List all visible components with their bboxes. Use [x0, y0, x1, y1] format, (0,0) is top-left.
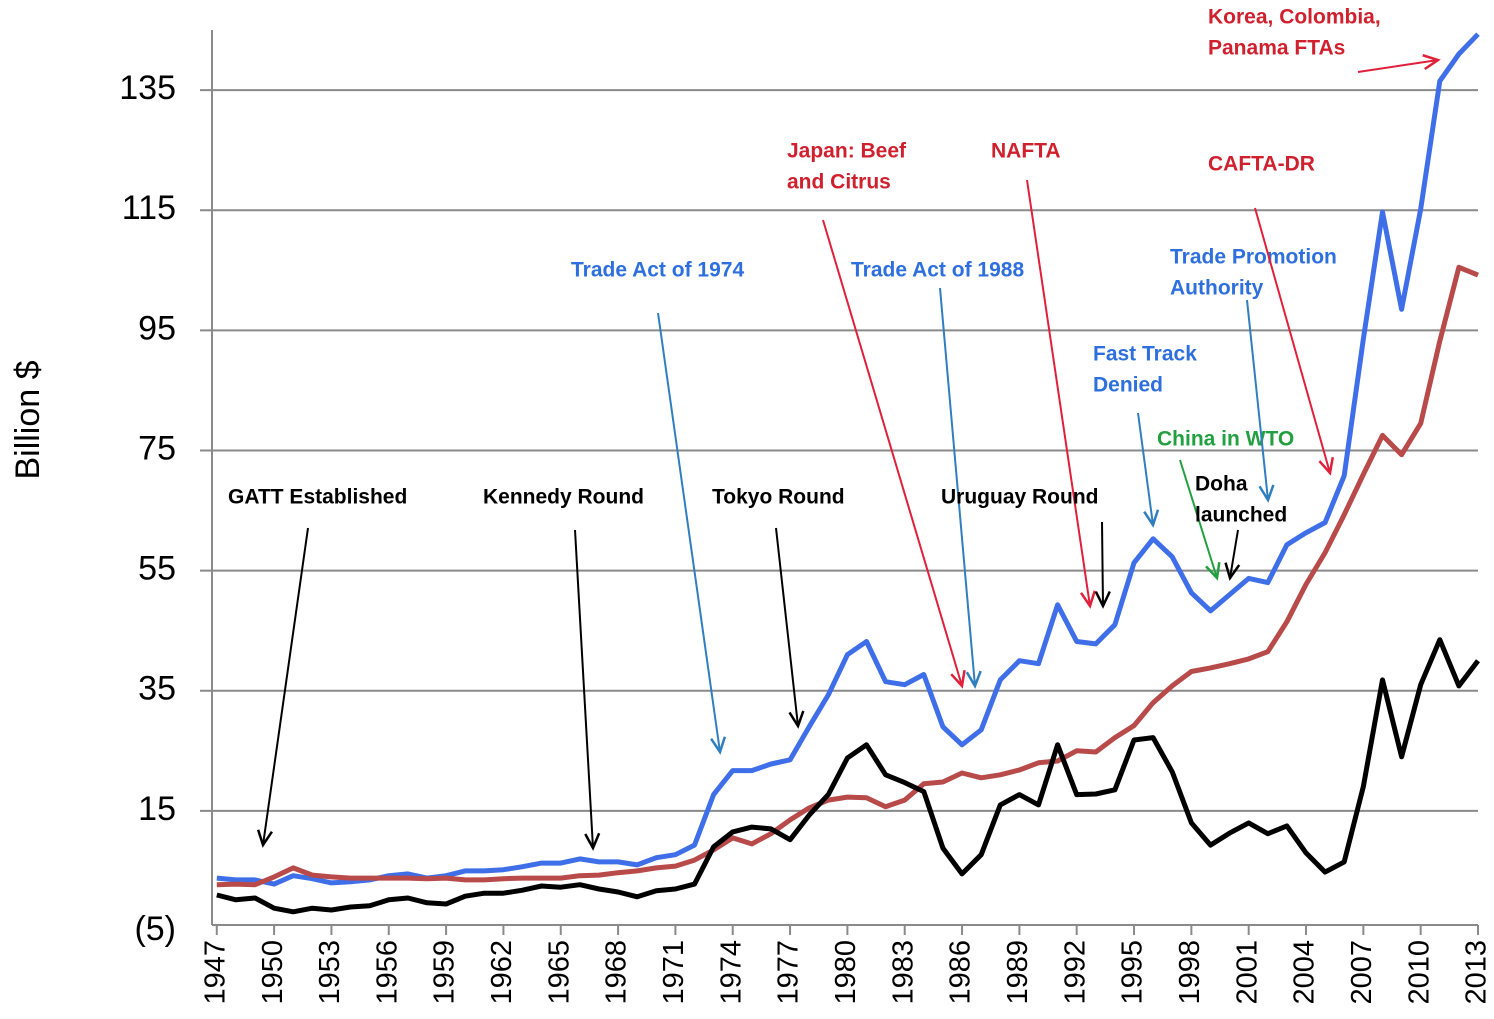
y-tick-label: (5)	[134, 910, 176, 948]
annotation-arrow	[775, 527, 799, 727]
annotation-text: Fast Track	[1093, 343, 1197, 366]
annotation-text: NAFTA	[991, 140, 1061, 163]
x-tick-label: 1980	[830, 940, 862, 1005]
annotation-text: Authority	[1170, 277, 1264, 300]
annotation-text: Kennedy Round	[483, 486, 644, 509]
y-tick-label: 15	[138, 790, 176, 828]
x-tick-label: 1971	[658, 940, 690, 1005]
arrow-head	[1205, 561, 1221, 581]
y-tick-label: 95	[138, 309, 176, 347]
y-axis-label: Billion $	[9, 360, 47, 479]
arrow-head	[1422, 54, 1441, 71]
x-tick-label: 1995	[1117, 940, 1149, 1005]
y-tick-label: 55	[138, 550, 176, 588]
x-tick-label: 2001	[1231, 940, 1263, 1005]
arrow-head	[1079, 590, 1096, 609]
x-tick-label: 1953	[314, 940, 346, 1005]
arrow-head	[1258, 484, 1275, 503]
annotation-text: Trade Act of 1988	[851, 259, 1024, 282]
annotation-arrow	[262, 527, 309, 846]
y-tick-label: 75	[138, 429, 176, 467]
annotation-text: China in WTO	[1157, 428, 1294, 451]
annotation-arrow	[1026, 179, 1091, 607]
y-tick-label: 35	[138, 670, 176, 708]
arrow-head	[1224, 562, 1241, 581]
arrow-head	[950, 670, 966, 689]
arrow-head	[965, 670, 982, 689]
arrow-head	[584, 832, 601, 851]
x-tick-label: 1977	[773, 940, 805, 1005]
x-tick-label: 2007	[1346, 940, 1378, 1005]
x-tick-label: 1992	[1059, 940, 1091, 1005]
y-tick-label: 115	[122, 189, 176, 227]
annotation-text: launched	[1195, 504, 1287, 527]
annotation-text: Korea, Colombia,	[1208, 6, 1381, 29]
x-tick-label: 1959	[429, 940, 461, 1005]
y-tick-label: 135	[119, 69, 176, 107]
x-tick-label: 1974	[715, 940, 747, 1005]
annotation-arrow	[1101, 521, 1104, 607]
arrow-head	[788, 710, 805, 729]
arrow-head	[256, 829, 273, 848]
x-tick-label: 1947	[199, 940, 231, 1005]
x-tick-label: 2010	[1403, 940, 1435, 1005]
annotation-text: Doha	[1195, 473, 1248, 496]
annotation-text: Uruguay Round	[941, 486, 1099, 509]
x-tick-label: 1968	[601, 940, 633, 1005]
series-line	[216, 264, 1479, 888]
x-tick-label: 2004	[1289, 940, 1321, 1005]
annotation-arrow	[1137, 412, 1154, 526]
annotation-arrow	[939, 287, 976, 687]
arrow-head	[1143, 509, 1160, 528]
x-tick-label: 2013	[1461, 940, 1493, 1005]
annotation-text: Trade Act of 1974	[571, 259, 744, 282]
x-tick-label: 1983	[887, 940, 919, 1005]
series-line	[216, 637, 1480, 915]
x-tick-label: 1965	[543, 940, 575, 1005]
annotation-arrow	[1254, 207, 1331, 474]
annotation-arrow	[1246, 299, 1269, 501]
annotation-text: Denied	[1093, 374, 1163, 397]
x-tick-label: 1986	[945, 940, 977, 1005]
arrow-head	[1318, 457, 1335, 476]
annotation-text: Panama FTAs	[1208, 37, 1345, 60]
x-tick-label: 1956	[371, 940, 403, 1005]
annotation-arrow	[822, 219, 963, 687]
x-tick-label: 1962	[486, 940, 518, 1005]
annotation-arrow	[657, 312, 721, 753]
annotation-arrow	[574, 529, 594, 849]
annotation-text: GATT Established	[228, 486, 407, 509]
x-tick-label: 1998	[1174, 940, 1206, 1005]
annotation-arrow	[1179, 459, 1218, 579]
arrow-head	[1094, 590, 1111, 609]
x-tick-label: 1950	[257, 940, 289, 1005]
annotation-text: Japan: Beef	[787, 140, 907, 163]
x-tick-label: 1989	[1002, 940, 1034, 1005]
annotation-text: CAFTA-DR	[1208, 153, 1315, 176]
annotation-arrow	[1229, 529, 1239, 579]
annotation-text: and Citrus	[787, 171, 891, 194]
annotation-text: Trade Promotion	[1170, 246, 1337, 269]
annotation-arrow	[1357, 59, 1439, 73]
arrow-head	[710, 736, 727, 755]
annotation-text: Tokyo Round	[712, 486, 845, 509]
